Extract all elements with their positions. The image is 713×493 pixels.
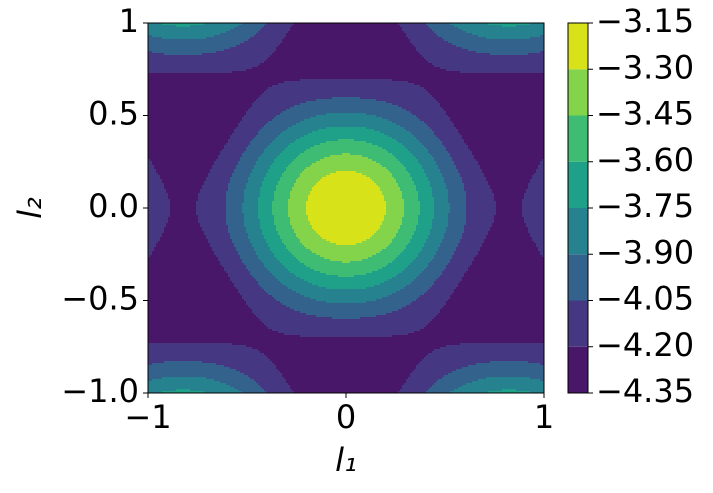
colorbar-tick-label: −3.30 [596, 48, 694, 86]
colorbar-band [568, 300, 588, 347]
y-tick-label: 0.0 [88, 187, 139, 225]
colorbar-tick-label: −3.60 [596, 141, 694, 179]
colorbar-band [568, 69, 588, 116]
y-tick-label: −0.5 [61, 280, 139, 318]
y-tick-label: 1 [119, 2, 139, 40]
y-tick-label: 0.5 [88, 95, 139, 133]
colorbar-band [568, 23, 588, 70]
colorbar-tick-label: −3.15 [596, 2, 694, 40]
x-tick-label: 1 [534, 398, 554, 436]
x-tick-label: 0 [336, 398, 356, 436]
colorbar-tick-label: −4.20 [596, 326, 694, 364]
contour-band [148, 23, 544, 393]
colorbar-band [568, 346, 588, 393]
colorbar-tick-label: −4.35 [596, 372, 694, 410]
x-axis-label: l₁ [335, 441, 357, 479]
y-axis-label: l₂ [11, 197, 49, 219]
contour-band [148, 23, 544, 393]
colorbar-band [568, 161, 588, 208]
colorbar-tick-label: −3.75 [596, 187, 694, 225]
y-tick-label: −1.0 [61, 372, 139, 410]
colorbar-tick-label: −3.45 [596, 95, 694, 133]
contour-band [288, 153, 404, 263]
colorbar-tick-label: −4.05 [596, 280, 694, 318]
colorbar-tick-label: −3.90 [596, 233, 694, 271]
colorbar-band [568, 254, 588, 301]
colorbar-band [568, 208, 588, 255]
x-tick-label: −1 [124, 398, 171, 436]
contour-band [306, 171, 386, 245]
colorbar-band [568, 115, 588, 162]
